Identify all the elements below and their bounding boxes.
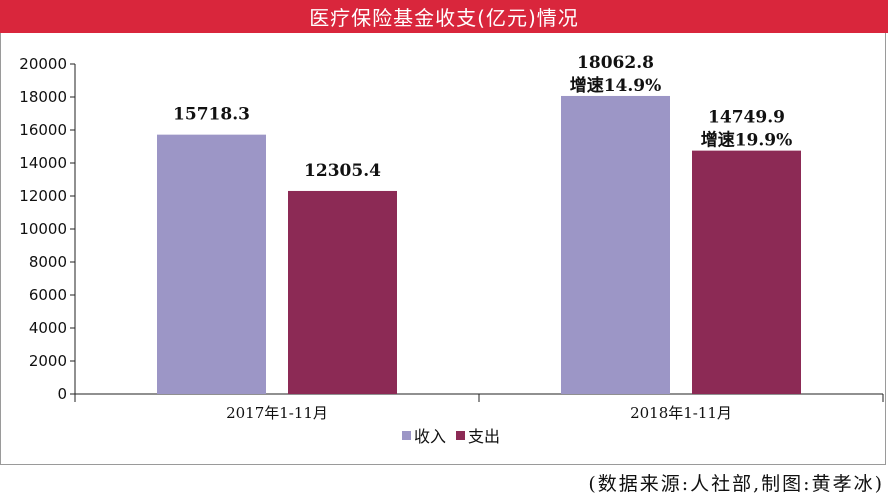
growth-label: 增速19.9% [701,130,793,151]
chart-title: 医疗保险基金收支(亿元)情况 [0,0,888,33]
x-category-label: 2017年1-11月 [226,404,328,422]
bar-chart: 0 2000 4000 6000 8000 10000 12000 14000 16000 180… [19,53,884,446]
chart-frame [0,33,886,465]
y-tick-label: 8000 [29,253,67,271]
y-tick-label: 12000 [19,187,67,205]
y-tick-label: 4000 [29,319,67,337]
bar-支出 [692,150,801,394]
legend-label-支出: 支出 [468,427,500,446]
y-tick-label: 20000 [19,55,67,73]
y-tick-label: 16000 [19,121,67,139]
legend-swatch-收入 [402,431,411,440]
bar-收入 [561,95,670,394]
y-tick-label: 6000 [29,286,67,304]
y-tick-label: 10000 [19,220,67,238]
data-label: 15718.3 [173,105,250,125]
legend-label-收入: 收入 [414,427,446,446]
y-tick-label: 2000 [29,352,67,370]
y-tick-label: 14000 [19,154,67,172]
y-tick-label: 18000 [19,88,67,106]
legend-swatch-支出 [456,431,465,440]
growth-label: 增速14.9% [570,75,662,96]
data-label: 12305.4 [304,161,381,181]
source-note: (数据来源:人社部,制图:黄孝冰) [588,472,884,495]
data-label: 14749.9 [708,108,785,128]
bar-收入 [157,134,266,394]
y-tick-label: 0 [57,385,67,403]
bar-支出 [288,190,397,394]
x-category-label: 2018年1-11月 [630,404,732,422]
data-label: 18062.8 [577,53,654,73]
